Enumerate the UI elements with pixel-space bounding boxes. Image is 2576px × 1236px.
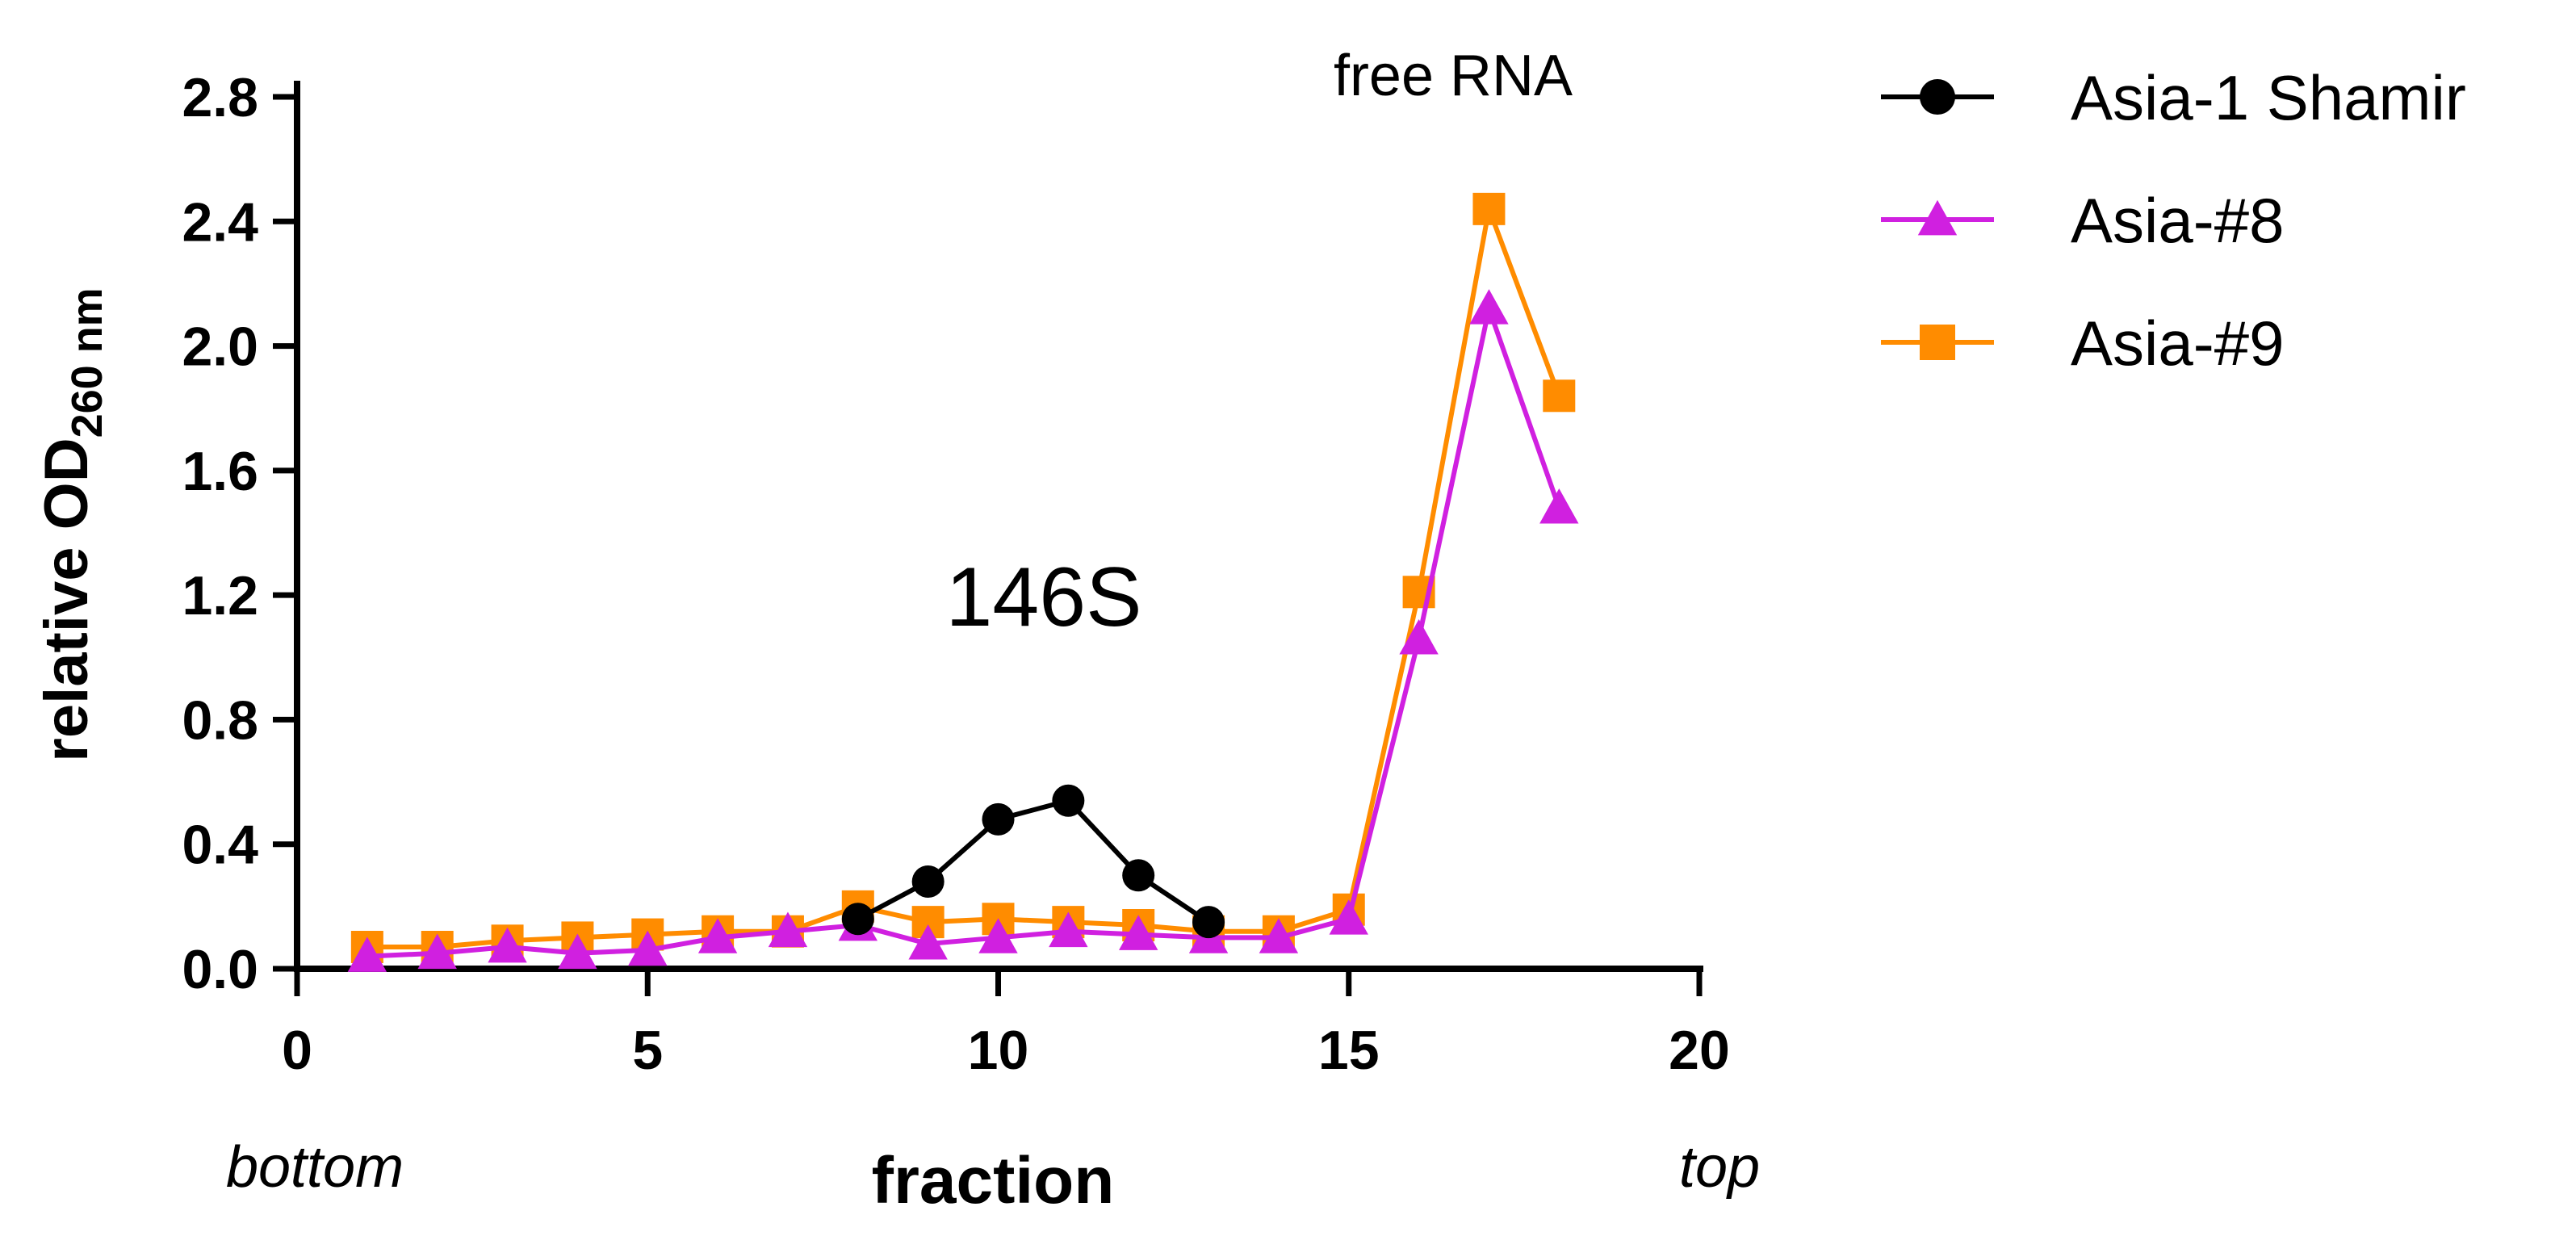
data-point bbox=[1472, 192, 1506, 225]
legend-label: Asia-#9 bbox=[2071, 308, 2284, 379]
y-axis-title: relative OD260 nm bbox=[32, 287, 111, 761]
data-point bbox=[982, 802, 1015, 836]
data-point bbox=[417, 933, 457, 970]
data-point bbox=[1329, 899, 1368, 935]
y-tick-label: 2.0 bbox=[182, 316, 258, 378]
x-axis-title: fraction bbox=[872, 1144, 1115, 1217]
data-point bbox=[697, 918, 738, 953]
legend-label: Asia-#8 bbox=[2071, 185, 2284, 256]
legend-marker bbox=[1920, 79, 1955, 115]
data-point bbox=[488, 927, 527, 963]
data-point bbox=[841, 903, 874, 936]
y-tick-label: 1.6 bbox=[182, 441, 258, 502]
data-point bbox=[1049, 911, 1088, 948]
legend: Asia-1 Shamir Asia-#8 Asia-#9 bbox=[1881, 62, 2466, 379]
data-point bbox=[1052, 784, 1085, 817]
series-asia-8 bbox=[347, 289, 1579, 972]
data-point bbox=[1399, 618, 1439, 655]
x-tick-label: 20 bbox=[1669, 1020, 1730, 1081]
data-point bbox=[347, 936, 387, 972]
data-point bbox=[1543, 379, 1576, 413]
data-point bbox=[628, 930, 668, 966]
data-point bbox=[1539, 488, 1579, 524]
annotation-bottom: bottom bbox=[226, 1135, 404, 1200]
y-axis-title-sub: 260 nm bbox=[63, 287, 111, 438]
data-point bbox=[1259, 918, 1299, 953]
y-tick-label: 0.0 bbox=[182, 939, 258, 1000]
series-line bbox=[367, 300, 1562, 959]
data-point bbox=[1119, 915, 1158, 950]
series-line bbox=[857, 798, 1210, 924]
annotation-top: top bbox=[1679, 1135, 1760, 1200]
y-axis-title-main: relative OD bbox=[32, 438, 101, 761]
annotation-146s: 146S bbox=[946, 551, 1142, 644]
data-point bbox=[1122, 859, 1155, 892]
x-ticks: 0 5 10 15 20 bbox=[282, 969, 1730, 1081]
series-layer bbox=[347, 192, 1579, 972]
data-point bbox=[1192, 906, 1225, 939]
legend-entry: Asia-1 Shamir bbox=[1881, 62, 2466, 133]
data-point bbox=[908, 924, 948, 960]
data-point bbox=[1469, 289, 1509, 325]
x-tick-label: 15 bbox=[1318, 1020, 1380, 1081]
x-tick-label: 5 bbox=[632, 1020, 663, 1081]
data-point bbox=[768, 911, 808, 948]
x-tick-label: 10 bbox=[968, 1020, 1029, 1081]
legend-marker bbox=[1920, 325, 1955, 360]
legend-marker bbox=[1917, 199, 1958, 236]
y-tick-label: 2.8 bbox=[182, 67, 258, 128]
data-point bbox=[911, 865, 945, 898]
legend-entry: Asia-#9 bbox=[1881, 308, 2284, 379]
y-tick-label: 2.4 bbox=[182, 191, 258, 253]
legend-label: Asia-1 Shamir bbox=[2071, 62, 2466, 133]
x-tick-label: 0 bbox=[282, 1020, 312, 1081]
data-point bbox=[558, 933, 597, 970]
data-point bbox=[978, 918, 1018, 953]
y-ticks: 0.0 0.4 0.8 1.2 1.6 2.0 2.4 2.8 bbox=[182, 67, 297, 1000]
y-tick-label: 0.4 bbox=[182, 815, 258, 876]
legend-entry: Asia-#8 bbox=[1881, 185, 2284, 256]
y-tick-label: 1.2 bbox=[182, 565, 258, 626]
series-asia-1-shamir bbox=[841, 784, 1225, 939]
y-tick-label: 0.8 bbox=[182, 689, 258, 751]
annotation-free-rna: free RNA bbox=[1334, 44, 1573, 108]
